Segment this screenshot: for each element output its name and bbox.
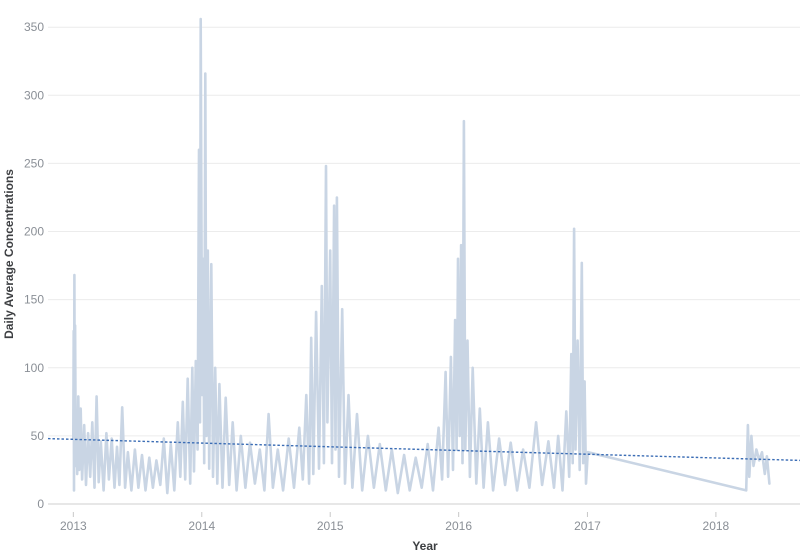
x-tick-label: 2018 xyxy=(703,519,730,533)
y-tick-label: 200 xyxy=(24,225,44,239)
y-tick-label: 300 xyxy=(24,88,44,102)
trendline-layer xyxy=(47,437,800,462)
gridlines xyxy=(48,26,800,505)
y-tick-label: 0 xyxy=(37,497,44,511)
series-line xyxy=(72,17,771,495)
y-axis-title: Daily Average Concentrations xyxy=(2,169,16,339)
y-tick-label: 150 xyxy=(24,293,44,307)
y-tick-label: 350 xyxy=(24,20,44,34)
x-tick-label: 2017 xyxy=(574,519,601,533)
y-axis: 0 50 100 150 200 250 300 350 xyxy=(24,20,44,511)
x-axis-title: Year xyxy=(412,539,438,553)
x-tick-label: 2013 xyxy=(60,519,87,533)
y-tick-label: 50 xyxy=(31,429,45,443)
x-tick-label: 2016 xyxy=(445,519,472,533)
x-axis: 2013 2014 2015 2016 2017 2018 xyxy=(48,512,800,533)
series-layer xyxy=(72,17,771,495)
x-tick-label: 2015 xyxy=(317,519,344,533)
y-tick-label: 100 xyxy=(24,361,44,375)
x-tick-label: 2014 xyxy=(188,519,215,533)
y-tick-label: 250 xyxy=(24,156,44,170)
trend-line xyxy=(47,437,800,462)
